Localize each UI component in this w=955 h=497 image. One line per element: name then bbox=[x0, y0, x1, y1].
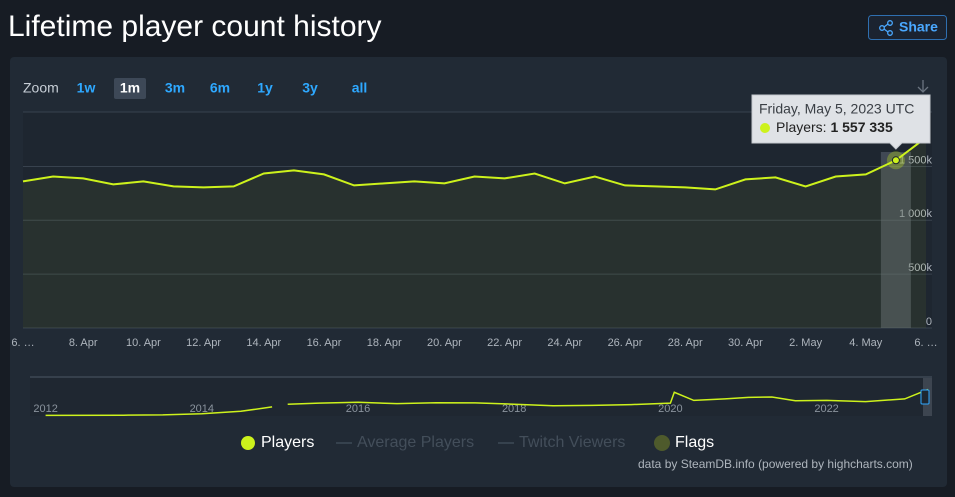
legend-marker bbox=[654, 435, 670, 451]
legend-label[interactable]: Flags bbox=[675, 434, 714, 451]
x-tick-label: 16. Apr bbox=[307, 337, 342, 349]
share-button[interactable]: Share bbox=[868, 15, 947, 40]
x-tick-label: 12. Apr bbox=[186, 337, 221, 349]
x-tick-label: 18. Apr bbox=[367, 337, 402, 349]
zoom-button[interactable]: 1w bbox=[77, 80, 96, 96]
x-tick-label: 4. May bbox=[849, 337, 883, 349]
tooltip-series: Players: bbox=[776, 119, 827, 135]
zoom-button[interactable]: 1y bbox=[257, 80, 273, 96]
navigator-tick-label: 2012 bbox=[33, 403, 57, 415]
tooltip-title: Friday, May 5, 2023 UTC bbox=[759, 101, 914, 117]
navigator-tick-label: 2020 bbox=[658, 403, 682, 415]
zoom-button[interactable]: all bbox=[352, 80, 368, 96]
y-tick-label: 1 000k bbox=[899, 208, 933, 220]
tooltip-label: Players: 1 557 335 bbox=[776, 119, 893, 135]
legend-marker bbox=[241, 436, 255, 450]
zoom-button[interactable]: 6m bbox=[210, 80, 230, 96]
hover-point bbox=[891, 156, 900, 165]
legend-label[interactable]: Players bbox=[261, 434, 314, 451]
y-tick-label: 0 bbox=[926, 316, 932, 328]
x-tick-label: 22. Apr bbox=[487, 337, 522, 349]
zoom-label: Zoom bbox=[23, 80, 59, 96]
series-line bbox=[22, 136, 927, 191]
x-tick-label: 6. … bbox=[914, 337, 937, 349]
navigator-tick-label: 2022 bbox=[814, 403, 838, 415]
tooltip-value: 1 557 335 bbox=[830, 119, 892, 135]
hover-band bbox=[880, 152, 911, 328]
legend-label[interactable]: Twitch Viewers bbox=[519, 434, 625, 451]
x-tick-label: 14. Apr bbox=[246, 337, 281, 349]
navigator-line bbox=[45, 388, 929, 417]
navigator-tick-label: 2016 bbox=[346, 403, 370, 415]
y-tick-label: 1 500k bbox=[899, 154, 933, 166]
zoom-button-selected[interactable] bbox=[114, 78, 146, 99]
share-icon bbox=[879, 20, 893, 36]
x-tick-label: 10. Apr bbox=[126, 337, 161, 349]
x-tick-label: 6. … bbox=[11, 337, 34, 349]
y-tick-label: 500k bbox=[908, 262, 932, 274]
tooltip-marker bbox=[760, 123, 770, 133]
x-tick-label: 8. Apr bbox=[69, 337, 98, 349]
credit: data by SteamDB.info (powered by highcha… bbox=[638, 457, 913, 471]
x-tick-label: 28. Apr bbox=[668, 337, 703, 349]
navigator-area bbox=[30, 378, 932, 416]
navigator-handle[interactable] bbox=[920, 389, 930, 405]
x-tick-label: 30. Apr bbox=[728, 337, 763, 349]
navigator-tick-label: 2018 bbox=[502, 403, 526, 415]
navigator-tick-label: 2014 bbox=[190, 403, 214, 415]
zoom-button[interactable]: 3y bbox=[302, 80, 318, 96]
x-tick-label: 20. Apr bbox=[427, 337, 462, 349]
x-tick-label: 2. May bbox=[789, 337, 823, 349]
zoom-button[interactable]: 3m bbox=[165, 80, 185, 96]
area-fill bbox=[23, 137, 926, 328]
share-label[interactable]: Share bbox=[899, 19, 938, 35]
x-tick-label: 24. Apr bbox=[547, 337, 582, 349]
zoom-button[interactable]: 1m bbox=[120, 80, 140, 96]
x-tick-label: 26. Apr bbox=[608, 337, 643, 349]
tooltip-box bbox=[751, 94, 931, 150]
page-title: Lifetime player count history bbox=[8, 10, 382, 43]
legend-label[interactable]: Average Players bbox=[357, 434, 474, 451]
